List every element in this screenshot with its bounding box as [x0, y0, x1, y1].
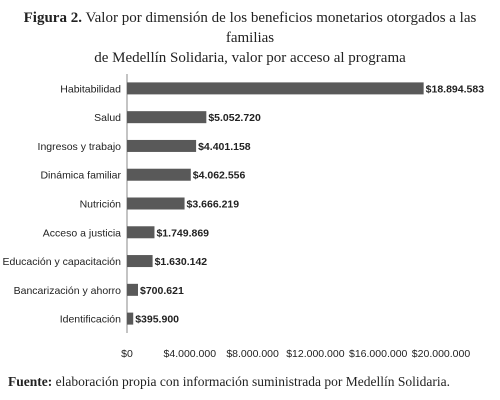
x-tick-label: $8.000.000 [226, 348, 279, 360]
bar [127, 168, 191, 181]
category-label: Bancarización y ahorro [14, 285, 122, 297]
x-tick-label: $16.000.000 [349, 348, 408, 360]
bar [127, 111, 207, 124]
data-label: $4.062.556 [193, 170, 246, 182]
bar [127, 312, 134, 325]
x-tick-label: $12.000.000 [286, 348, 345, 360]
bar [127, 139, 197, 152]
figure-title: Figura 2. Valor por dimensión de los ben… [0, 8, 500, 68]
data-label: $4.401.158 [198, 141, 251, 153]
x-tick-label: $0 [121, 348, 133, 360]
category-label: Educación y capacitación [3, 256, 122, 268]
source-text: elaboración propia con información sumin… [55, 374, 451, 389]
figure-label: Figura 2. [23, 10, 82, 26]
bar [127, 226, 155, 239]
source-label: Fuente: [8, 374, 53, 389]
data-label: $18.894.583 [426, 83, 485, 95]
data-label: $700.621 [140, 285, 184, 297]
category-label: Salud [94, 112, 121, 124]
bar [127, 197, 185, 210]
category-label: Acceso a justicia [43, 227, 121, 239]
data-label: $3.666.219 [187, 199, 240, 211]
category-label: Ingresos y trabajo [38, 141, 122, 153]
data-label: $1.630.142 [155, 256, 208, 268]
category-label: Dinámica familiar [40, 170, 121, 182]
data-label: $5.052.720 [208, 112, 261, 124]
category-label: Habitabilidad [60, 83, 121, 95]
figure-title-line-1: Figura 2. Valor por dimensión de los ben… [0, 8, 500, 48]
source-note: Fuente: elaboración propia con informaci… [8, 374, 450, 390]
figure-title-text-1: Valor por dimensión de los beneficios mo… [85, 10, 477, 46]
category-label: Identificación [60, 314, 121, 326]
bar [127, 82, 424, 95]
figure-title-line-2: de Medellín Solidaria, valor por acceso … [94, 50, 406, 66]
x-tick-label: $4.000.000 [164, 348, 217, 360]
bar [127, 283, 138, 296]
data-label: $1.749.869 [156, 227, 209, 239]
data-label: $395.900 [135, 314, 179, 326]
x-tick-label: $20.000.000 [412, 348, 471, 360]
category-label: Nutrición [80, 199, 122, 211]
bar [127, 255, 153, 268]
